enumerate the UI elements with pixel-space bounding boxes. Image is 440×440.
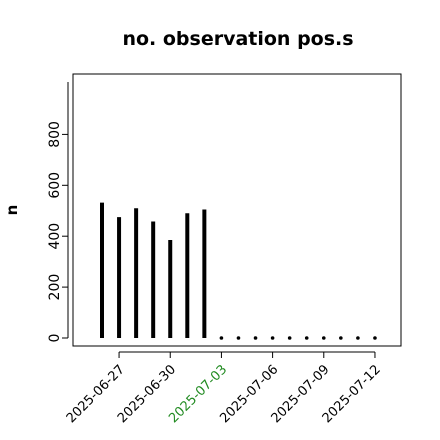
bar-zero-point (253, 336, 258, 340)
y-tick-label: 400 (47, 223, 63, 250)
bar-zero-point (287, 336, 292, 340)
plot-frame (72, 73, 402, 347)
bar-zero-point (304, 336, 309, 340)
bar-zero-point (219, 336, 224, 340)
bar-zero-point (236, 336, 241, 340)
chart-title: no. observation pos.s (122, 28, 353, 50)
bar-zero-point (339, 336, 343, 340)
bar-zero-point (270, 336, 275, 340)
y-tick-label: 200 (47, 274, 63, 301)
bar-zero-point (321, 336, 326, 340)
y-tick-label: 600 (47, 172, 63, 199)
y-tick-label: 0 (47, 334, 63, 343)
bar-zero-point (356, 336, 360, 340)
x-axis: 2025-06-272025-06-302025-07-032025-07-06… (64, 351, 384, 426)
y-tick-label: 800 (47, 121, 63, 148)
bars (100, 202, 377, 340)
y-axis-label: n (3, 205, 21, 216)
bar-zero-point (373, 336, 377, 340)
y-axis: 0 200 400 600 800 (47, 82, 69, 343)
